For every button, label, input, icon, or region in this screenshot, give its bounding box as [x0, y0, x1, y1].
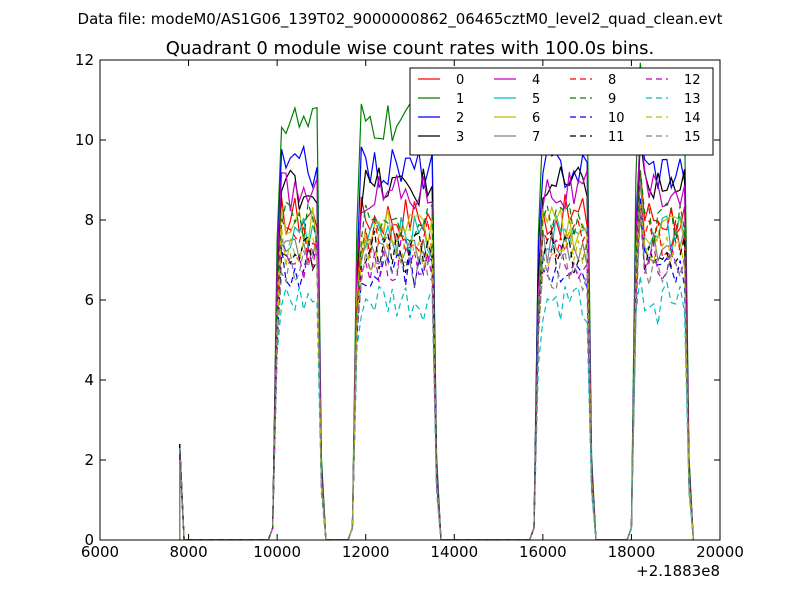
series-line-15 [179, 212, 694, 540]
y-tick-label: 8 [84, 211, 94, 229]
legend-label-1: 1 [456, 92, 464, 107]
chart-title: Quadrant 0 module wise count rates with … [166, 38, 655, 59]
legend-label-4: 4 [532, 73, 540, 88]
y-tick-label: 0 [84, 531, 94, 549]
x-tick-label: 6000 [81, 543, 119, 561]
legend-label-3: 3 [456, 130, 464, 145]
legend-label-5: 5 [532, 92, 540, 107]
y-tick-label: 2 [84, 451, 94, 469]
x-tick-label: 14000 [430, 543, 478, 561]
series-line-13 [179, 275, 694, 540]
series-line-9 [179, 170, 694, 540]
legend-label-0: 0 [456, 73, 464, 88]
legend-label-15: 15 [684, 130, 701, 145]
legend-label-6: 6 [532, 111, 540, 126]
legend-label-7: 7 [532, 130, 540, 145]
x-tick-label: 16000 [519, 543, 567, 561]
legend-label-9: 9 [608, 92, 616, 107]
legend-label-2: 2 [456, 111, 464, 126]
legend-label-14: 14 [684, 111, 701, 126]
x-tick-label: 10000 [253, 543, 301, 561]
y-tick-label: 12 [75, 51, 94, 69]
y-tick-label: 4 [84, 371, 94, 389]
data-file-suptitle: Data file: modeM0/AS1G06_139T02_90000008… [78, 10, 723, 29]
x-tick-label: 12000 [342, 543, 390, 561]
legend-label-11: 11 [608, 130, 625, 145]
axis-layer: 6000 8000 10000 12000 14000 16000 18000 20000 0 2… [75, 51, 744, 561]
y-tick-label: 6 [84, 291, 94, 309]
legend-label-8: 8 [608, 73, 616, 88]
x-axis-offset-label: +2.1883e8 [636, 562, 720, 580]
legend-label-10: 10 [608, 111, 625, 126]
series-layer [179, 62, 694, 540]
y-tick-label: 10 [75, 131, 94, 149]
x-tick-label: 8000 [169, 543, 207, 561]
legend-label-12: 12 [684, 73, 701, 88]
x-tick-label: 18000 [608, 543, 656, 561]
legend-frame [409, 67, 714, 156]
x-tick-label: 20000 [696, 543, 744, 561]
legend-label-13: 13 [684, 92, 701, 107]
